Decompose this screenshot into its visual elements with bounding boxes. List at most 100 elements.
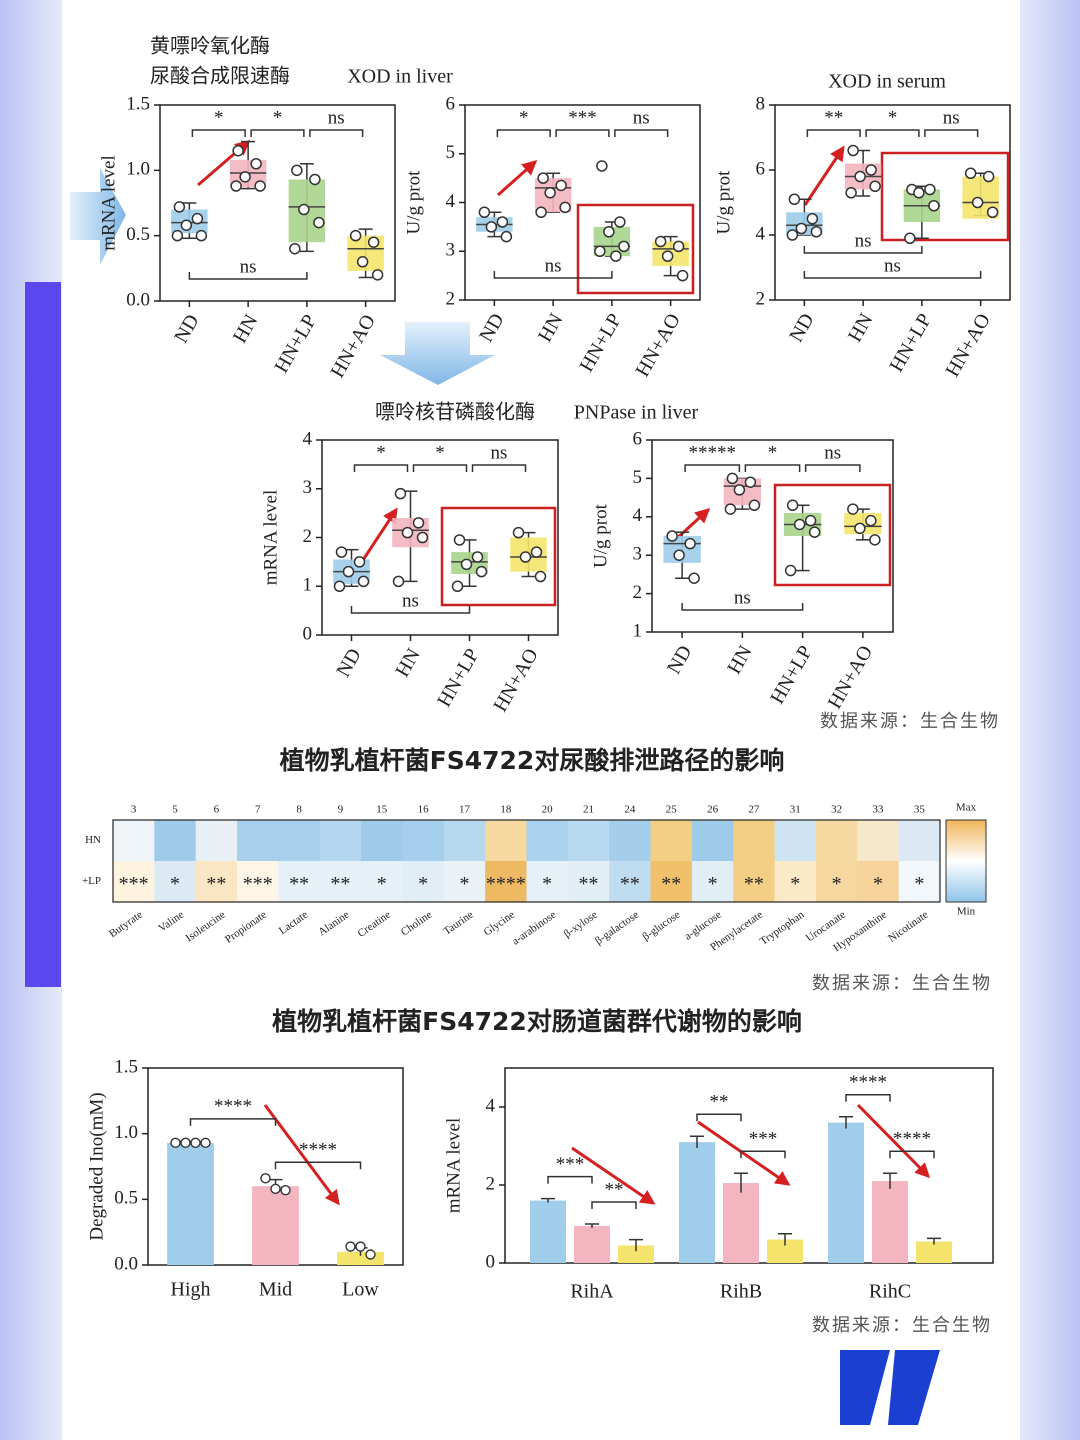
cell-label: * — [873, 873, 883, 895]
significance-label: ns — [328, 107, 345, 128]
significance-label: ** — [710, 1092, 729, 1113]
data-point — [596, 160, 608, 172]
bar — [916, 1241, 952, 1263]
significance-label: ns — [402, 590, 419, 611]
significance-label: ns — [943, 107, 960, 128]
data-point — [313, 216, 325, 229]
data-point — [412, 517, 425, 529]
y-tick-label: 1 — [303, 575, 313, 596]
significance-label: ns — [240, 256, 257, 277]
data-point — [530, 546, 543, 558]
data-point — [394, 487, 407, 500]
y-tick-label: 3 — [633, 544, 643, 565]
column-number: 15 — [376, 804, 388, 816]
data-point — [748, 499, 761, 512]
significance-label: ns — [824, 442, 841, 463]
data-point — [654, 235, 667, 248]
data-point — [676, 269, 689, 282]
data-point — [353, 556, 366, 568]
trend-arrow — [803, 145, 845, 206]
chart-title: XOD in serum — [828, 71, 946, 93]
row-label: HN — [85, 834, 101, 846]
data-point — [869, 534, 881, 546]
heat-cell — [815, 820, 858, 861]
side-bar — [25, 282, 61, 987]
trend-arrow — [673, 507, 711, 542]
cell-label: ** — [661, 873, 681, 895]
data-point — [191, 212, 204, 225]
heat-cell — [526, 861, 569, 902]
y-axis-label: Degraded Ino(mM) — [86, 1092, 107, 1240]
heat-cell — [154, 820, 197, 861]
heat-cell — [237, 861, 279, 902]
data-point — [355, 1241, 366, 1252]
heat-cell — [319, 820, 362, 861]
highlight-box — [773, 483, 892, 587]
significance-label: **** — [849, 1072, 887, 1093]
data-point — [793, 518, 806, 531]
heat-cell — [485, 820, 527, 861]
data-point — [392, 575, 405, 588]
data-point — [289, 242, 301, 255]
chart-title: XOD in liver — [347, 66, 453, 88]
data-point — [496, 216, 509, 228]
column-number: 32 — [831, 804, 842, 816]
data-point — [964, 167, 977, 179]
column-number: 35 — [914, 804, 926, 816]
deco-arrow — [380, 322, 495, 385]
plot-frame — [159, 104, 396, 302]
column-number: 6 — [214, 804, 220, 816]
data-point — [610, 250, 622, 262]
y-tick-label: 0.0 — [126, 289, 150, 310]
y-tick-label: 6 — [446, 93, 456, 114]
color-scale-label: Min — [957, 906, 976, 918]
data-point — [291, 164, 303, 177]
data-point — [673, 549, 685, 561]
significance-bracket — [740, 1150, 786, 1159]
significance-bracket — [696, 1113, 742, 1122]
heat-cell — [113, 820, 155, 861]
data-point — [618, 240, 630, 253]
data-point — [309, 173, 321, 186]
significance-label: ** — [605, 1179, 624, 1200]
trend-arrow — [497, 160, 538, 197]
data-point — [733, 484, 746, 496]
data-point — [559, 201, 571, 214]
data-point — [453, 534, 466, 546]
plot-frame — [651, 439, 894, 633]
y-tick-label: 1.0 — [126, 159, 150, 180]
column-number: 3 — [131, 804, 137, 816]
data-point — [519, 551, 532, 563]
data-point — [854, 522, 866, 535]
data-point — [684, 537, 696, 550]
error-bar — [541, 1197, 555, 1203]
significance-bracket — [681, 603, 804, 611]
data-point — [865, 164, 877, 176]
cell-label: * — [418, 873, 428, 895]
heatmap-frame — [112, 819, 941, 903]
trend-arrow — [856, 1103, 931, 1179]
color-scale-label: Max — [956, 802, 977, 814]
heat-cell — [361, 820, 403, 861]
row-label: +LP — [82, 875, 101, 887]
cell-label: **** — [486, 873, 526, 895]
data-point — [349, 229, 362, 242]
heat-cell — [402, 820, 445, 861]
column-number: 33 — [872, 804, 884, 816]
cell-label: ** — [330, 873, 350, 895]
data-point — [666, 530, 678, 542]
data-point — [784, 564, 797, 577]
y-axis-label: U/g prot — [590, 503, 611, 568]
heat-cell — [361, 861, 403, 902]
column-number: 16 — [418, 804, 430, 816]
data-point — [786, 499, 799, 512]
column-number: 17 — [459, 804, 471, 816]
data-point — [795, 222, 808, 235]
cell-label: ** — [289, 873, 309, 895]
column-number: 31 — [790, 804, 801, 816]
y-tick-label: 0 — [486, 1251, 496, 1272]
x-tick-label: Mid — [259, 1279, 292, 1301]
error-bar — [883, 1172, 897, 1189]
heat-cell — [485, 861, 527, 902]
heat-cell — [733, 820, 776, 861]
